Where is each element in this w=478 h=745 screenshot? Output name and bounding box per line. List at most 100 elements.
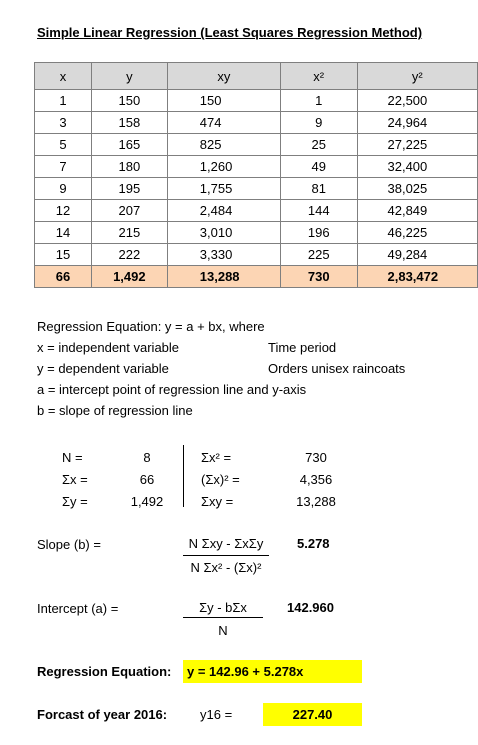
cell: 49,284 bbox=[356, 243, 478, 266]
title: Simple Linear Regression (Least Squares … bbox=[37, 25, 423, 40]
note-text: Regression Equation: y = a + bx, where bbox=[37, 319, 265, 334]
cell: 13,288 bbox=[166, 265, 281, 288]
cell: 195 bbox=[90, 177, 168, 200]
stat-label: N = bbox=[62, 450, 83, 465]
cell: 5 bbox=[34, 133, 92, 156]
cell: 14 bbox=[34, 221, 92, 244]
cell: 207 bbox=[90, 199, 168, 222]
header-cell: x bbox=[34, 62, 92, 90]
forecast-value: 227.40 bbox=[292, 707, 333, 722]
note-text: x = independent variable bbox=[37, 340, 180, 355]
note-detail: Orders unisex raincoats bbox=[268, 361, 406, 376]
cell: 15 bbox=[34, 243, 92, 266]
cell: 49 bbox=[279, 155, 358, 178]
cell: 1,492 bbox=[90, 265, 168, 288]
equation-value: y = 142.96 + 5.278x bbox=[187, 664, 304, 679]
note-text: a = intercept point of regression line a… bbox=[37, 382, 307, 397]
cell: 730 bbox=[279, 265, 358, 288]
stat-value: 66 bbox=[139, 472, 155, 487]
note-detail: Time period bbox=[268, 340, 337, 355]
note-text: b = slope of regression line bbox=[37, 403, 193, 418]
slope-numerator: N Σxy - ΣxΣy bbox=[188, 536, 264, 551]
table-row: 1 150 150 1 22,500 bbox=[34, 89, 478, 112]
cell: 1,755 bbox=[166, 177, 281, 200]
stat-value: 4,356 bbox=[299, 472, 333, 487]
highlight bbox=[263, 703, 362, 726]
cell: 196 bbox=[279, 221, 358, 244]
cell: 1,260 bbox=[166, 155, 281, 178]
stat-value: 8 bbox=[143, 450, 151, 465]
cell: 32,400 bbox=[356, 155, 478, 178]
header-cell: y² bbox=[356, 62, 478, 90]
cell: 180 bbox=[90, 155, 168, 178]
cell: 3,010 bbox=[166, 221, 281, 244]
slope-value: 5.278 bbox=[297, 536, 330, 551]
stat-value: 1,492 bbox=[130, 494, 164, 509]
forecast-variable: y16 = bbox=[200, 707, 233, 722]
cell: 215 bbox=[90, 221, 168, 244]
stat-label: (Σx)² = bbox=[201, 472, 240, 487]
intercept-numerator: Σy - bΣx bbox=[199, 600, 247, 615]
cell: 7 bbox=[34, 155, 92, 178]
intercept-label: Intercept (a) = bbox=[37, 601, 119, 616]
cell: 150 bbox=[90, 89, 168, 112]
table-row: 3 158 474 9 24,964 bbox=[34, 111, 478, 134]
table-row: 15 222 3,330 225 49,284 bbox=[34, 243, 478, 266]
cell: 474 bbox=[166, 111, 281, 134]
forecast-label: Forcast of year 2016: bbox=[37, 707, 168, 722]
stat-value: 13,288 bbox=[296, 494, 336, 509]
intercept-value: 142.960 bbox=[287, 600, 334, 615]
cell: 24,964 bbox=[356, 111, 478, 134]
table-row: x y xy x² y² bbox=[34, 62, 478, 90]
stat-label: Σxy = bbox=[201, 494, 234, 509]
table-row: 5 165 825 25 27,225 bbox=[34, 133, 478, 156]
highlight bbox=[183, 660, 362, 683]
slope-denominator: N Σx² - (Σx)² bbox=[190, 560, 262, 575]
cell: 12 bbox=[34, 199, 92, 222]
cell: 22,500 bbox=[356, 89, 478, 112]
data-table: x y xy x² y² 1 150 150 1 22,500 3 158 474 9 24,964 5 165… bbox=[34, 62, 478, 288]
header-cell: xy bbox=[166, 62, 281, 90]
cell: 66 bbox=[34, 265, 92, 288]
cell: 38,025 bbox=[356, 177, 478, 200]
cell: 81 bbox=[279, 177, 358, 200]
divider bbox=[183, 445, 184, 507]
fraction-bar bbox=[183, 617, 263, 618]
table-row: 14 215 3,010 196 46,225 bbox=[34, 221, 478, 244]
note-text: y = dependent variable bbox=[37, 361, 169, 376]
cell: 2,83,472 bbox=[356, 265, 478, 288]
slope-label: Slope (b) = bbox=[37, 537, 101, 552]
cell: 225 bbox=[279, 243, 358, 266]
cell: 1 bbox=[279, 89, 358, 112]
stat-label: Σy = bbox=[62, 494, 88, 509]
cell: 158 bbox=[90, 111, 168, 134]
equation-label: Regression Equation: bbox=[37, 664, 172, 679]
cell: 3 bbox=[34, 111, 92, 134]
cell: 165 bbox=[90, 133, 168, 156]
cell: 144 bbox=[279, 199, 358, 222]
cell: 9 bbox=[34, 177, 92, 200]
stat-label: Σx = bbox=[62, 472, 88, 487]
cell: 2,484 bbox=[166, 199, 281, 222]
cell: 27,225 bbox=[356, 133, 478, 156]
cell: 25 bbox=[279, 133, 358, 156]
stat-label: Σx² = bbox=[201, 450, 232, 465]
cell: 46,225 bbox=[356, 221, 478, 244]
intercept-denominator: N bbox=[218, 623, 228, 638]
stat-value: 730 bbox=[305, 450, 327, 465]
cell: 42,849 bbox=[356, 199, 478, 222]
table-row: 7 180 1,260 49 32,400 bbox=[34, 155, 478, 178]
header-cell: x² bbox=[279, 62, 358, 90]
cell: 825 bbox=[166, 133, 281, 156]
cell: 150 bbox=[166, 89, 281, 112]
header-cell: y bbox=[90, 62, 168, 90]
cell: 9 bbox=[279, 111, 358, 134]
cell: 3,330 bbox=[166, 243, 281, 266]
table-row: 9 195 1,755 81 38,025 bbox=[34, 177, 478, 200]
cell: 222 bbox=[90, 243, 168, 266]
cell: 1 bbox=[34, 89, 92, 112]
fraction-bar bbox=[183, 555, 269, 556]
table-row: 66 1,492 13,288 730 2,83,472 bbox=[34, 265, 478, 288]
table-row: 12 207 2,484 144 42,849 bbox=[34, 199, 478, 222]
